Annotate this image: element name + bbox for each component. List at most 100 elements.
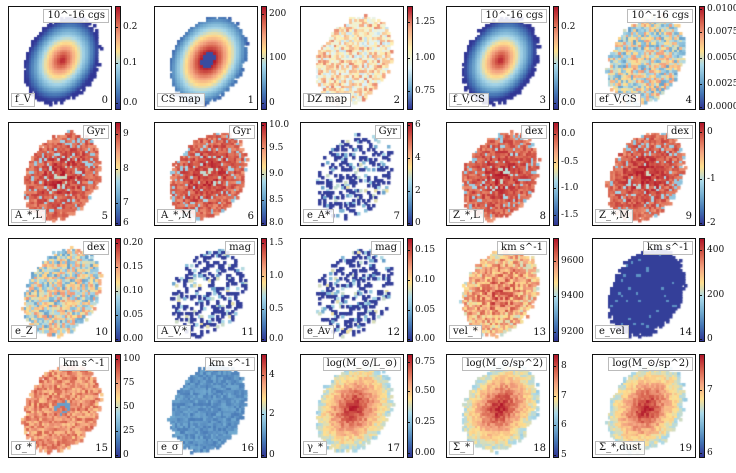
- map-label: CS map: [157, 93, 205, 107]
- colorbar-tick-mark: [407, 125, 410, 127]
- colorbar-tick-mark: [407, 91, 410, 93]
- colorbar-tick-label: 0.00: [415, 447, 436, 458]
- colorbar-tick-label: 0.0: [269, 333, 284, 344]
- map-image: [9, 123, 111, 225]
- map-image: [301, 123, 403, 225]
- map-label: e_vel: [595, 325, 629, 339]
- colorbar-tick-label: 9.0: [269, 169, 284, 179]
- colorbar-tick-label: 0.00: [415, 333, 436, 344]
- colorbar-tick-mark: [553, 134, 556, 136]
- map-frame: mag e_Av 12: [300, 238, 404, 342]
- colorbar-tick-label: -2: [707, 217, 716, 228]
- map-panel: Gyr A_*,M 6 10.0 9.5 9.0 8.5 8.0: [148, 120, 295, 238]
- map-image: [155, 355, 257, 457]
- map-panel: dex e_Z 10 0.20 0.15 0.10 0.05 0.00: [2, 236, 149, 354]
- colorbar-tick-label: 0.2: [123, 21, 138, 32]
- map-frame: Gyr e_A* 7: [300, 122, 404, 226]
- map-image: [447, 7, 549, 109]
- colorbar-tick-mark: [553, 331, 556, 333]
- colorbar-tick-mark: [553, 26, 556, 28]
- colorbar-tick-mark: [115, 430, 118, 432]
- unit-label: log(M_⊙/sp^2): [462, 357, 547, 371]
- colorbar-tick-label: 4: [269, 369, 275, 380]
- colorbar-tick-mark: [115, 454, 118, 456]
- colorbar-tick-label: 8: [561, 361, 567, 372]
- colorbar-tick-label: 0.0025: [707, 79, 736, 89]
- map-panel: 10^-16 cgs ef_V,CS 4 0.0100 0.0075 0.0050 0.00…: [586, 4, 736, 122]
- colorbar-tick-mark: [699, 58, 702, 59]
- colorbar-tick-label: 1.0: [269, 271, 284, 282]
- colorbar-tick-label: 9600: [561, 255, 584, 266]
- map-panel: mag A_V,* 11 1.5 1.0 0.5 0.0: [148, 236, 295, 354]
- panel-index: 13: [533, 327, 546, 338]
- colorbar-tick-mark: [261, 308, 264, 310]
- colorbar: [115, 122, 121, 226]
- colorbar-tick-label: 0.15: [123, 262, 144, 273]
- colorbar-tick-mark: [115, 314, 118, 316]
- colorbar-tick-mark: [261, 148, 264, 149]
- colorbar-tick-label: 0.05: [415, 304, 436, 315]
- colorbar-tick-mark: [115, 222, 118, 224]
- map-image: [9, 7, 111, 109]
- map-label: Z_*,M: [595, 209, 634, 223]
- map-frame: 10^-16 cgs f_V,CS 3: [446, 6, 550, 110]
- colorbar-tick-mark: [407, 158, 410, 160]
- colorbar-tick-label: 8: [123, 163, 129, 174]
- panel-index: 0: [101, 95, 108, 106]
- colorbar-tick-label: -0.5: [561, 156, 579, 167]
- colorbar-tick-label: 0: [269, 449, 275, 460]
- map-frame: km s^-1 vel_* 13: [446, 238, 550, 342]
- colorbar-tick-mark: [407, 452, 410, 454]
- colorbar-tick-mark: [699, 132, 702, 134]
- map-label: Z_*,L: [449, 209, 484, 223]
- colorbar-tick-mark: [261, 174, 264, 175]
- colorbar-tick-label: 0.75: [415, 86, 436, 97]
- map-frame: CS map 1: [154, 6, 258, 110]
- unit-label: km s^-1: [497, 241, 547, 255]
- colorbar: [553, 122, 559, 226]
- map-panel: km s^-1 e_vel 14 400 200 0: [586, 236, 733, 354]
- map-image: [447, 239, 549, 341]
- colorbar: [699, 122, 705, 226]
- map-image: [447, 123, 549, 225]
- colorbar-tick-label: 9: [123, 129, 129, 140]
- panel-index: 9: [685, 211, 692, 222]
- map-frame: dex e_Z 10: [8, 238, 112, 342]
- colorbar-tick-mark: [553, 161, 556, 163]
- colorbar: [553, 238, 559, 342]
- colorbar-tick-mark: [407, 222, 410, 224]
- colorbar: [553, 354, 559, 458]
- map-panel: dex Z_*,M 9 0 -1 -2: [586, 120, 733, 238]
- map-panel: Gyr e_A* 7 6 4 2 0: [294, 120, 441, 238]
- colorbar-tick-label: 0: [269, 97, 275, 108]
- colorbar-tick-mark: [407, 279, 410, 281]
- map-frame: dex Z_*,M 9: [592, 122, 696, 226]
- colorbar: [699, 238, 705, 342]
- colorbar-tick-mark: [407, 190, 410, 192]
- colorbar: [407, 238, 413, 342]
- colorbar-tick-mark: [553, 260, 556, 262]
- colorbar-tick-mark: [115, 359, 118, 361]
- panel-index: 6: [247, 211, 254, 222]
- colorbar-tick-label: 5: [561, 449, 567, 460]
- colorbar-tick-mark: [115, 383, 118, 385]
- unit-label: log(M_⊙/sp^2): [608, 357, 693, 371]
- colorbar: [115, 354, 121, 458]
- colorbar-tick-label: 7: [707, 385, 713, 396]
- map-image: [593, 355, 695, 457]
- colorbar-tick-mark: [407, 21, 410, 23]
- colorbar-tick-label: -1.0: [561, 182, 579, 193]
- map-label: f_V,CS: [449, 93, 489, 107]
- map-panel: km s^-1 vel_* 13 9600 9400 9200: [440, 236, 587, 354]
- colorbar-tick-mark: [553, 214, 556, 216]
- colorbar-tick-label: 7: [123, 198, 129, 209]
- map-frame: log(M_⊙/sp^2) Σ_* 18: [446, 354, 550, 458]
- colorbar-tick-mark: [261, 374, 264, 376]
- colorbar-tick-mark: [261, 200, 264, 201]
- colorbar-tick-label: 6: [415, 120, 421, 131]
- map-image: [593, 7, 695, 109]
- colorbar-tick-label: 1.5: [269, 238, 284, 249]
- map-label: e_σ: [157, 441, 183, 455]
- colorbar-tick-label: 0.20: [123, 238, 144, 249]
